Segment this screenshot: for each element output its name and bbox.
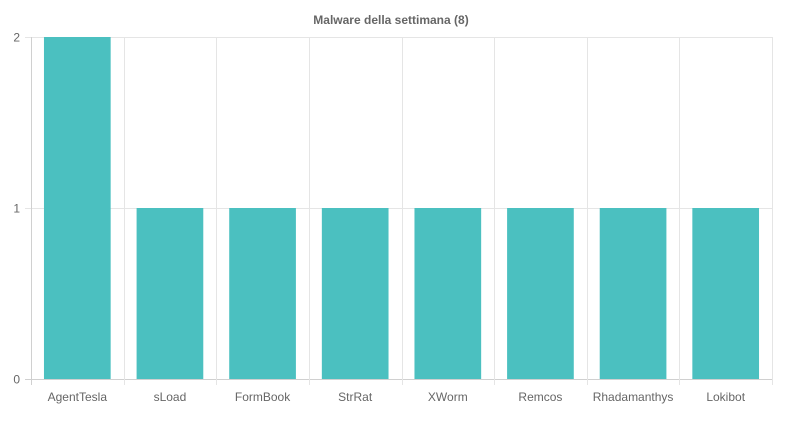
x-tick-label: FormBook xyxy=(235,390,291,404)
x-tick-label: XWorm xyxy=(428,390,468,404)
y-tick-label: 2 xyxy=(13,31,20,45)
x-tick-label: Rhadamanthys xyxy=(593,390,674,404)
bar[interactable] xyxy=(43,37,111,379)
y-tick-label: 1 xyxy=(13,202,20,216)
bars xyxy=(43,37,760,379)
bar[interactable] xyxy=(599,208,667,379)
y-tick-label: 0 xyxy=(13,373,20,387)
bar[interactable] xyxy=(136,208,204,379)
y-axis-tick-labels: 0 1 2 xyxy=(13,31,20,387)
x-axis-tick-labels: AgentTesla sLoad FormBook StrRat XWorm Remcos… xyxy=(48,390,746,404)
x-tick-label: sLoad xyxy=(154,390,187,404)
x-tick-label: StrRat xyxy=(338,390,373,404)
chart-title: Malware della settimana (8) xyxy=(313,13,468,27)
bar[interactable] xyxy=(321,208,389,379)
bar[interactable] xyxy=(692,208,760,379)
bar[interactable] xyxy=(414,208,482,379)
x-tick-label: Remcos xyxy=(518,390,562,404)
bar[interactable] xyxy=(229,208,296,379)
x-tick-label: Lokibot xyxy=(706,390,745,404)
bar[interactable] xyxy=(507,208,574,379)
x-tick-label: AgentTesla xyxy=(48,390,108,404)
